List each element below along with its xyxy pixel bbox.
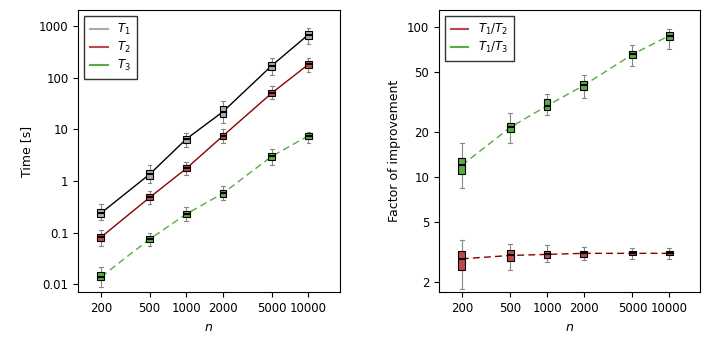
- Bar: [220, 106, 227, 117]
- Bar: [543, 99, 550, 110]
- Bar: [183, 211, 190, 217]
- Y-axis label: Time [s]: Time [s]: [21, 126, 33, 177]
- Bar: [220, 190, 227, 196]
- Legend: $T_1/T_2$, $T_1/T_3$: $T_1/T_2$, $T_1/T_3$: [445, 16, 514, 61]
- Y-axis label: Factor of improvement: Factor of improvement: [388, 80, 402, 223]
- Bar: [220, 133, 227, 139]
- Bar: [629, 251, 636, 256]
- Bar: [183, 136, 190, 143]
- Bar: [268, 153, 275, 160]
- Bar: [97, 209, 105, 217]
- Bar: [629, 51, 636, 58]
- X-axis label: $n$: $n$: [204, 321, 213, 334]
- Legend: $T_1$, $T_2$, $T_3$: $T_1$, $T_2$, $T_3$: [84, 16, 137, 79]
- Bar: [305, 133, 312, 139]
- Bar: [268, 62, 275, 70]
- Bar: [458, 158, 465, 174]
- Bar: [305, 31, 312, 39]
- Bar: [268, 90, 275, 96]
- Bar: [146, 194, 153, 201]
- Bar: [146, 170, 153, 179]
- Bar: [665, 32, 673, 40]
- Bar: [580, 251, 587, 257]
- Bar: [580, 81, 587, 90]
- Bar: [458, 251, 465, 270]
- Bar: [543, 251, 550, 258]
- Bar: [507, 123, 513, 132]
- Bar: [305, 61, 312, 68]
- X-axis label: $n$: $n$: [565, 321, 574, 334]
- Bar: [507, 250, 513, 261]
- Bar: [97, 234, 105, 241]
- Bar: [97, 272, 105, 280]
- Bar: [146, 236, 153, 243]
- Bar: [665, 251, 673, 256]
- Bar: [183, 165, 190, 171]
